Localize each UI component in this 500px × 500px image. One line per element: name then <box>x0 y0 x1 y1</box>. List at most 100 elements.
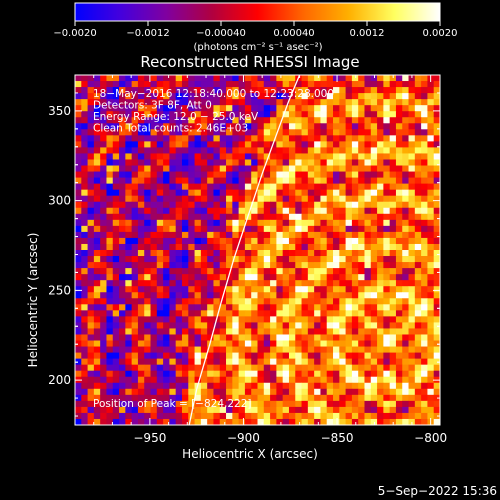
heatmap-cell <box>257 364 265 372</box>
heatmap-cell <box>232 394 240 402</box>
heatmap-cell <box>263 225 271 233</box>
heatmap-cell <box>326 316 334 323</box>
heatmap-cell <box>345 99 353 106</box>
heatmap-cell <box>383 286 391 293</box>
heatmap-cell <box>427 304 435 311</box>
heatmap-cell <box>270 105 277 112</box>
heatmap-cell <box>163 304 170 311</box>
heatmap-cell <box>307 189 315 197</box>
heatmap-cell <box>408 256 416 263</box>
heatmap-cell <box>270 171 277 178</box>
heatmap-cell <box>144 274 151 281</box>
heatmap-cell <box>213 370 221 378</box>
heatmap-cell <box>144 412 151 420</box>
heatmap-cell <box>314 250 321 257</box>
heatmap-cell <box>219 328 227 335</box>
heatmap-cell <box>119 340 126 347</box>
heatmap-cell <box>351 195 359 203</box>
heatmap-cell <box>75 304 82 311</box>
heatmap-cell <box>408 298 416 305</box>
heatmap-cell <box>75 117 82 124</box>
heatmap-cell <box>370 225 378 233</box>
heatmap-cell <box>244 298 252 305</box>
heatmap-cell <box>402 352 409 360</box>
heatmap-cell <box>144 340 151 347</box>
heatmap-cell <box>326 105 334 112</box>
heatmap-cell <box>370 93 378 100</box>
heatmap-cell <box>251 189 258 197</box>
heatmap-cell <box>244 165 252 172</box>
heatmap-cell <box>358 292 365 299</box>
annotation-line: 18−May−2016 12:18:40.000 to 12:23:28.000 <box>93 88 334 100</box>
heatmap-cell <box>169 93 177 100</box>
heatmap-cell <box>244 286 252 293</box>
heatmap-cell <box>351 304 359 311</box>
heatmap-cell <box>282 286 290 293</box>
heatmap-cell <box>370 340 378 347</box>
heatmap-cell <box>389 153 397 160</box>
heatmap-cell <box>75 81 82 88</box>
heatmap-cell <box>207 352 214 360</box>
heatmap-cell <box>87 213 95 221</box>
heatmap-cell <box>175 129 183 136</box>
heatmap-cell <box>156 304 164 311</box>
heatmap-cell <box>226 262 233 269</box>
heatmap-cell <box>320 268 328 275</box>
heatmap-cell <box>100 207 107 215</box>
heatmap-cell <box>156 322 164 329</box>
heatmap-cell <box>119 394 126 402</box>
heatmap-cell <box>389 207 397 215</box>
heatmap-cell <box>125 280 133 287</box>
heatmap-cell <box>137 280 145 287</box>
heatmap-cell <box>175 256 183 263</box>
heatmap-cell <box>226 280 233 287</box>
heatmap-cell <box>188 298 195 305</box>
heatmap-cell <box>87 382 95 390</box>
heatmap-cell <box>270 388 277 396</box>
heatmap-cell <box>156 225 164 233</box>
heatmap-cell <box>320 243 328 251</box>
heatmap-cell <box>163 117 170 124</box>
heatmap-cell <box>270 268 277 275</box>
heatmap-cell <box>358 286 365 293</box>
heatmap-cell <box>263 123 271 130</box>
heatmap-cell <box>232 183 240 191</box>
heatmap-cell <box>119 292 126 299</box>
heatmap-cell <box>93 213 101 221</box>
heatmap-cell <box>251 334 258 341</box>
heatmap-cell <box>408 250 416 257</box>
heatmap-cell <box>150 352 158 360</box>
heatmap-cell <box>339 286 346 293</box>
heatmap-cell <box>119 177 126 185</box>
heatmap-cell <box>87 400 95 408</box>
heatmap-cell <box>226 328 233 335</box>
heatmap-cell <box>377 274 384 281</box>
heatmap-cell <box>150 286 158 293</box>
heatmap-cell <box>131 376 139 384</box>
heatmap-cell <box>75 328 82 335</box>
heatmap-cell <box>314 340 321 347</box>
heatmap-cell <box>207 418 214 425</box>
heatmap-cell <box>395 328 403 335</box>
heatmap-cell <box>270 213 277 221</box>
heatmap-cell <box>326 147 334 154</box>
heatmap-cell <box>125 231 133 239</box>
heatmap-cell <box>200 195 208 203</box>
heatmap-cell <box>257 87 265 94</box>
heatmap-cell <box>81 87 88 94</box>
heatmap-cell <box>345 195 353 203</box>
heatmap-cell <box>125 406 133 414</box>
heatmap-cell <box>377 406 384 414</box>
heatmap-cell <box>106 358 114 366</box>
heatmap-cell <box>175 135 183 142</box>
heatmap-cell <box>270 153 277 160</box>
heatmap-cell <box>257 340 265 347</box>
annotation-block: 18−May−2016 12:18:40.000 to 12:23:28.000… <box>93 88 334 135</box>
heatmap-cell <box>263 165 271 172</box>
heatmap-cell <box>295 256 302 263</box>
heatmap-cell <box>251 358 258 366</box>
heatmap-cell <box>339 274 346 281</box>
heatmap-cell <box>351 250 359 257</box>
heatmap-cell <box>93 201 101 209</box>
heatmap-cell <box>333 286 340 293</box>
